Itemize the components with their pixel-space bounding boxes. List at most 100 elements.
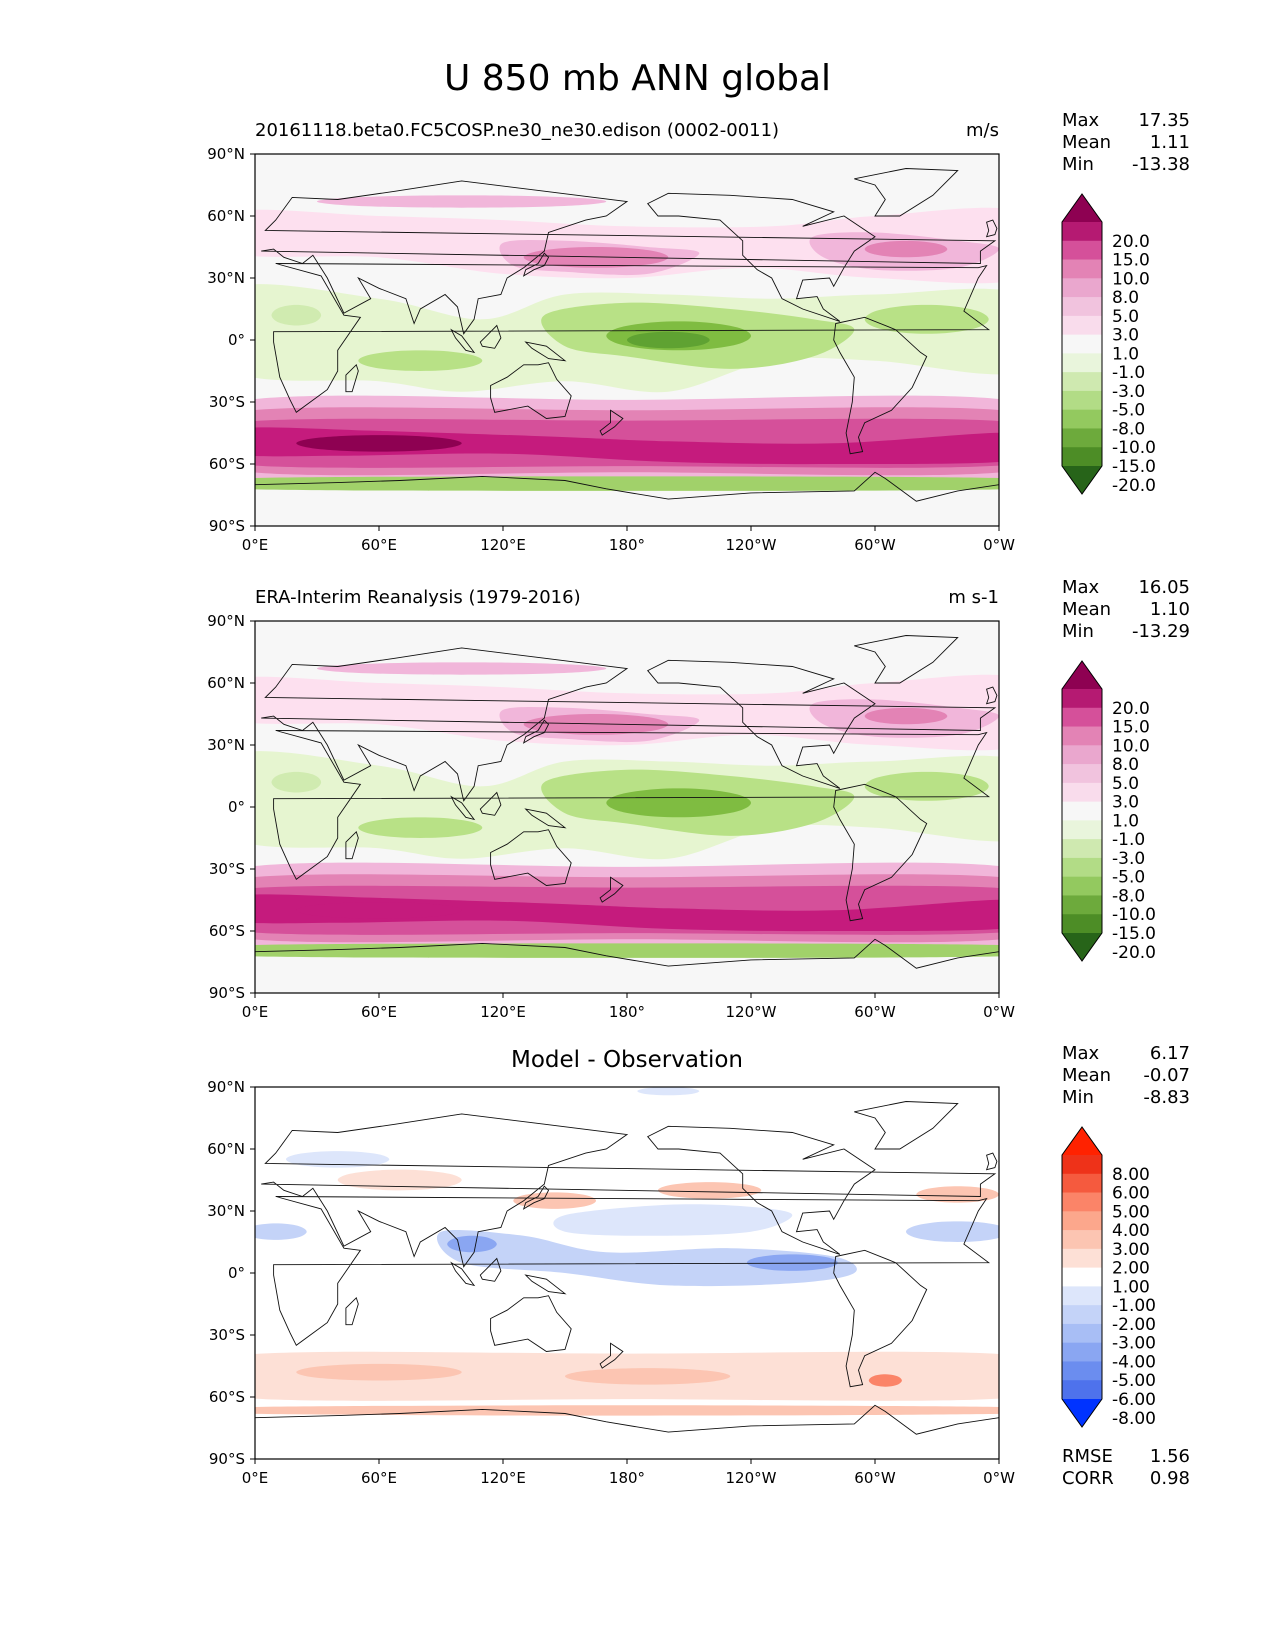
colorbar-segment xyxy=(1062,1155,1102,1175)
y-tick-label: 0° xyxy=(228,798,245,816)
panel-title: Model - Observation xyxy=(510,1047,744,1073)
colorbar: 20.015.010.08.05.03.01.0-1.0-3.0-5.0-8.0… xyxy=(1061,193,1156,496)
y-tick-label: 60°N xyxy=(207,1140,245,1158)
colorbar-segment xyxy=(1062,820,1102,840)
y-tick-label: 30°N xyxy=(207,269,245,287)
colorbar-segment xyxy=(1062,1323,1102,1344)
colorbar-tick-label: -15.0 xyxy=(1112,457,1156,477)
colorbar-segment xyxy=(1062,1267,1102,1287)
colorbar: 20.015.010.08.05.03.01.0-1.0-3.0-5.0-8.0… xyxy=(1061,660,1156,963)
coastline xyxy=(599,876,624,903)
colorbar-tick-label: 5.00 xyxy=(1112,1202,1150,1222)
colorbar: 8.006.005.004.003.002.001.00-1.00-2.00-3… xyxy=(1061,1126,1156,1429)
colorbar-tick-label: -10.0 xyxy=(1112,438,1156,458)
colorbar-segment xyxy=(1062,1342,1102,1362)
y-tick-label: 90°N xyxy=(207,1078,245,1096)
colorbar-segment xyxy=(1062,895,1102,915)
colorbar-tick-label: -5.0 xyxy=(1112,868,1145,888)
coastline xyxy=(345,1296,359,1326)
colorbar-tick-label: -5.00 xyxy=(1112,1371,1156,1391)
colorbar-tick-label: -3.0 xyxy=(1112,382,1145,402)
contour-region xyxy=(906,1221,999,1242)
map-axes: 0°E 60°E 120°E 180° 120°W 60°W 0°W 90°N 60°N 30°N… xyxy=(207,145,1015,554)
colorbar-segment xyxy=(1062,745,1102,765)
y-tick-label: 0° xyxy=(228,331,245,349)
coastlines xyxy=(255,168,999,526)
y-tick-label: 90°N xyxy=(207,145,245,163)
colorbar-segment xyxy=(1062,707,1102,728)
contour-region xyxy=(358,350,483,371)
contour-region xyxy=(864,304,989,334)
coastline xyxy=(261,647,997,802)
colorbar-tick-label: 4.00 xyxy=(1112,1221,1150,1241)
colorbar-segment xyxy=(1062,447,1102,467)
coastline xyxy=(450,795,476,821)
colorbar-extend-top xyxy=(1062,1127,1102,1155)
colorbar-tick-label: -20.0 xyxy=(1112,476,1156,496)
colorbar-tick-label: 10.0 xyxy=(1112,269,1150,289)
coastline xyxy=(255,471,999,526)
colorbar-segment xyxy=(1062,726,1102,746)
coastline xyxy=(524,1274,567,1295)
diff-map: 0°E 60°E 120°E 180° 120°W 60°W 0°W 90°N 60°N 30°N… xyxy=(207,1078,1156,1487)
colorbar-segment xyxy=(1062,857,1102,878)
x-tick-label: 0°W xyxy=(983,536,1015,554)
colorbar-tick-label: 2.00 xyxy=(1112,1259,1150,1279)
stat-label: Mean xyxy=(1062,599,1112,620)
x-tick-label: 0°W xyxy=(983,1469,1015,1487)
stat-value: -0.07 xyxy=(1143,1065,1190,1086)
colorbar-segment xyxy=(1062,1173,1102,1194)
coastline xyxy=(273,1196,991,1346)
colorbar-segment xyxy=(1062,801,1102,821)
contour-region xyxy=(553,1204,793,1236)
stat-value: -13.38 xyxy=(1131,154,1190,175)
x-tick-label: 180° xyxy=(609,536,645,554)
coastline xyxy=(479,1257,502,1282)
coastline xyxy=(985,219,998,238)
colorbar-tick-label: 1.0 xyxy=(1112,344,1139,364)
coastline xyxy=(345,363,359,393)
skill-scores: RMSE 1.56 CORR 0.98 xyxy=(1062,1446,1190,1490)
colorbar-tick-label: -5.0 xyxy=(1112,401,1145,421)
contour-region xyxy=(864,240,948,258)
panel-stats: Max 16.05 Mean 1.10 Min -13.29 xyxy=(1062,577,1190,643)
y-tick-label: 30°S xyxy=(209,860,245,878)
y-tick-label: 60°S xyxy=(209,455,245,473)
coastline xyxy=(833,316,928,455)
contour-region xyxy=(513,1192,596,1209)
contour-region xyxy=(523,247,669,268)
colorbar-tick-label: -15.0 xyxy=(1112,924,1156,944)
y-tick-label: 30°N xyxy=(207,736,245,754)
contour-region xyxy=(358,817,483,838)
x-tick-label: 120°E xyxy=(480,536,526,554)
colorbar-segment xyxy=(1062,689,1102,709)
stat-label: Min xyxy=(1062,621,1094,642)
colorbar-tick-label: 3.00 xyxy=(1112,1240,1150,1260)
contour-region xyxy=(868,1374,902,1387)
coastline xyxy=(599,1342,624,1369)
colorbar-segment xyxy=(1062,334,1102,354)
colorbar-tick-label: -8.0 xyxy=(1112,419,1145,439)
contour-region xyxy=(746,1254,838,1271)
contour-region xyxy=(627,798,710,816)
colorbar-segment xyxy=(1062,839,1102,859)
colorbar-tick-label: 8.0 xyxy=(1112,288,1139,308)
contour-region xyxy=(864,707,948,725)
stat-label: Max xyxy=(1062,577,1100,598)
coastline xyxy=(522,719,550,744)
colorbar-tick-label: 10.0 xyxy=(1112,736,1150,756)
panel-units: m s-1 xyxy=(948,587,999,608)
colorbar-segment xyxy=(1062,1361,1102,1381)
map-axes: 0°E 60°E 120°E 180° 120°W 60°W 0°W 90°N 60°N 30°N… xyxy=(207,1078,1015,1487)
x-tick-label: 120°W xyxy=(726,1003,777,1021)
coastline xyxy=(261,180,997,335)
y-tick-label: 30°S xyxy=(209,1326,245,1344)
colorbar-tick-label: -1.0 xyxy=(1112,363,1145,383)
figure-title: U 850 mb ANN global xyxy=(443,58,832,99)
coastline xyxy=(985,686,998,705)
coastline xyxy=(450,328,476,354)
colorbar-segment xyxy=(1062,428,1102,448)
contour-region xyxy=(255,894,999,932)
contour-region xyxy=(255,476,999,491)
y-tick-label: 30°N xyxy=(207,1202,245,1220)
